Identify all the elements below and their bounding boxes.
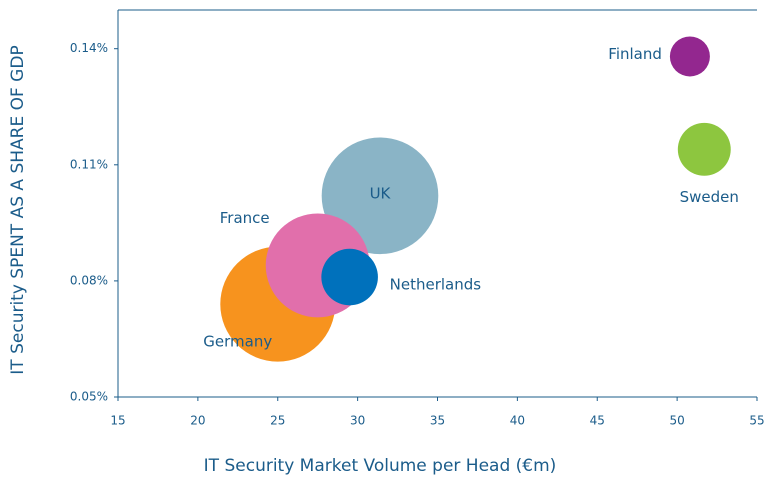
bubble-label: Sweden <box>680 188 739 206</box>
bubble-label: France <box>220 209 270 227</box>
bubble <box>669 36 710 77</box>
x-tick-label: 50 <box>669 414 684 428</box>
y-tick-label: 0.08% <box>70 273 108 287</box>
bubble-label: Netherlands <box>390 276 482 294</box>
bubble-label: Finland <box>608 45 662 63</box>
x-tick-label: 30 <box>350 414 365 428</box>
bubble <box>677 122 731 176</box>
bubble <box>321 248 378 306</box>
x-tick-label: 45 <box>590 414 605 428</box>
bubble <box>321 137 439 255</box>
x-tick-label: 40 <box>510 414 525 428</box>
x-tick-label: 25 <box>270 414 285 428</box>
bubble-label: Germany <box>203 333 272 351</box>
x-tick-label: 55 <box>749 414 764 428</box>
x-axis-title: IT Security Market Volume per Head (€m) <box>204 456 557 476</box>
y-axis-title: IT Security SPENT AS A SHARE OF GDP <box>8 45 28 374</box>
y-tick-label: 0.11% <box>70 157 108 171</box>
x-tick-label: 20 <box>190 414 205 428</box>
x-tick-label: 35 <box>430 414 445 428</box>
x-tick-label: 15 <box>110 414 125 428</box>
y-tick-label: 0.05% <box>70 390 108 404</box>
bubble-label: UK <box>370 184 392 202</box>
y-tick-label: 0.14% <box>70 41 108 55</box>
